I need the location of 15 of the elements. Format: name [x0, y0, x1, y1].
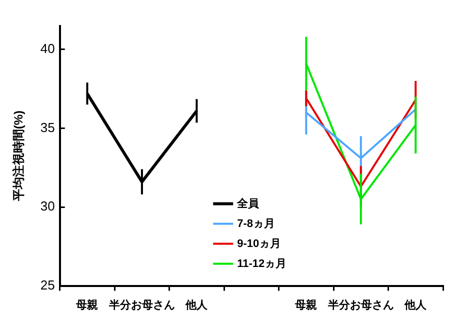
y-tick-label: 30 — [40, 198, 55, 214]
x-tick-label: 母親 — [294, 298, 318, 312]
x-tick-label: 半分お母さん — [326, 298, 394, 312]
x-tick-label: 半分お母さん — [108, 298, 175, 312]
y-tick-label: 35 — [40, 120, 55, 135]
x-tick-label: 母親 — [75, 298, 98, 312]
y-tick-label: 25 — [40, 277, 55, 292]
legend-label: 7-8ヵ月 — [237, 218, 276, 230]
x-tick-label: 他人 — [404, 298, 428, 312]
x-tick-label: 他人 — [184, 298, 209, 312]
y-axis-title: 平均注視時間(%) — [12, 110, 26, 202]
legend-label: 11-12ヵ月 — [237, 258, 287, 270]
y-tick-label: 40 — [40, 41, 55, 56]
legend-label: 全員 — [236, 196, 260, 210]
legend-label: 9-10ヵ月 — [237, 238, 282, 250]
